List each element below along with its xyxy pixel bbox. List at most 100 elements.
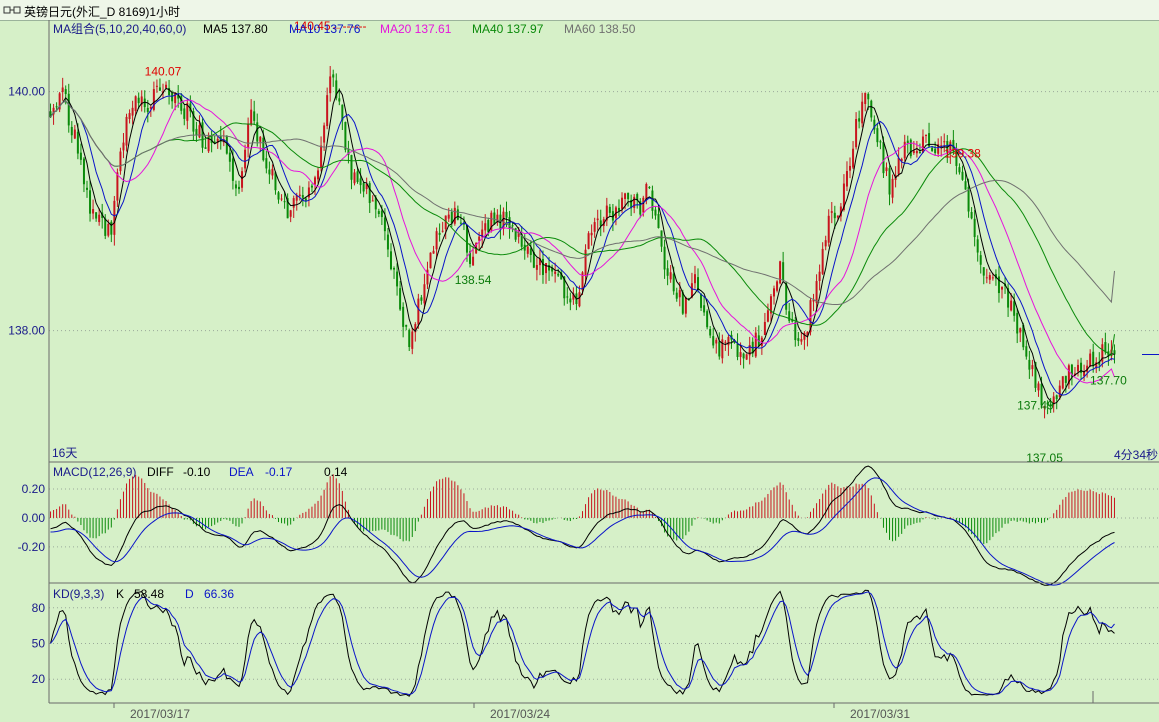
candle-body	[1067, 365, 1070, 385]
candle-body	[210, 136, 213, 143]
candle-body	[198, 125, 201, 138]
candle-body	[766, 310, 769, 322]
candle-body	[465, 225, 468, 253]
candle-body	[459, 222, 462, 224]
candle-body	[195, 128, 198, 135]
candle-body	[73, 129, 76, 139]
candle-body	[803, 332, 806, 340]
candle-body	[709, 329, 712, 336]
macd-legend-title: MACD(12,26,9)	[53, 465, 136, 479]
candle-body	[462, 223, 465, 225]
candle-body	[663, 246, 666, 270]
date-label-2: 2017/03/31	[850, 707, 910, 721]
candle-body	[380, 210, 383, 218]
candle-body	[247, 123, 250, 148]
candle-body	[687, 298, 690, 300]
candle-body	[979, 255, 982, 265]
candle-body	[128, 113, 131, 119]
candle-body	[1016, 312, 1019, 334]
candle-body	[277, 192, 280, 200]
price-tick-label-0: 140.00	[8, 85, 45, 99]
candle-body	[934, 148, 937, 154]
candle-body	[469, 251, 472, 264]
main-price-panel[interactable]: 140.00 138.00 140.45←------ 138.54 137.70 139…	[8, 19, 1159, 465]
candle-body	[505, 211, 508, 218]
candle-body	[800, 339, 803, 342]
candle-body	[806, 331, 809, 337]
candle-body	[347, 148, 350, 156]
candle-body	[970, 211, 973, 219]
candle-body	[657, 213, 660, 229]
candle-body	[818, 271, 821, 281]
candle-body	[943, 141, 946, 143]
candle-body	[67, 93, 70, 126]
candle-body	[204, 147, 207, 149]
macd-diff-value: -0.10	[183, 465, 211, 479]
candle-body	[481, 229, 484, 238]
candle-body	[64, 89, 67, 95]
candle-body	[79, 152, 82, 160]
candle-body	[669, 272, 672, 280]
price-tick-label-1: 138.00	[8, 324, 45, 338]
candle-body	[1101, 344, 1104, 362]
candle-body	[122, 142, 125, 151]
candle-body	[997, 276, 1000, 294]
candle-body	[268, 169, 271, 175]
candle-body	[326, 95, 329, 127]
diff-line	[50, 465, 1115, 586]
candle-body	[484, 223, 487, 231]
macd-panel[interactable]: 0.20 0.00 -0.20 MACD(12,26,9) DIFF -0.10 DEA -0…	[18, 465, 1159, 586]
candle-body	[690, 283, 693, 298]
candle-body	[754, 332, 757, 357]
kd-panel[interactable]: 80 50 20 KD(9,3,3) K 58.48 D 66.36	[32, 587, 1159, 697]
candle-body	[292, 198, 295, 208]
candle-body	[870, 100, 873, 118]
candle-body	[526, 246, 529, 254]
candle-body	[587, 233, 590, 249]
candle-body	[116, 172, 119, 201]
candle-body	[1104, 342, 1107, 353]
candle-body	[1089, 353, 1092, 367]
candle-body	[298, 194, 301, 197]
candle-body	[432, 250, 435, 254]
candle-body	[724, 341, 727, 343]
candle-body	[155, 85, 158, 87]
candle-body	[1007, 288, 1010, 308]
candle-body	[928, 133, 931, 147]
candle-body	[849, 165, 852, 171]
extreme-label-3: 139.38	[944, 147, 981, 161]
candle-body	[414, 324, 417, 333]
candle-body	[386, 234, 389, 250]
date-label-1: 2017/03/24	[490, 707, 550, 721]
candle-body	[921, 136, 924, 153]
candle-body	[259, 136, 262, 142]
candle-body	[937, 144, 940, 154]
extreme-label-0: 140.45←------	[294, 19, 367, 33]
ma-legend-3: MA40 137.97	[472, 22, 544, 36]
candle-body	[234, 184, 237, 189]
candle-body	[681, 292, 684, 314]
candle-body	[1083, 371, 1086, 377]
candle-body	[712, 336, 715, 346]
candle-body	[143, 98, 146, 108]
candle-body	[420, 297, 423, 301]
candle-body	[453, 207, 456, 224]
candle-body	[1028, 359, 1031, 370]
candle-body	[85, 187, 88, 190]
date-label-0: 2017/03/17	[130, 707, 190, 721]
candle-body	[529, 248, 532, 255]
kd-tick-label-2: 20	[32, 672, 46, 686]
extreme-label-2: 137.70	[1090, 373, 1127, 387]
candle-body	[405, 324, 408, 327]
candle-body	[769, 296, 772, 314]
candle-body	[1052, 396, 1055, 405]
candle-body	[776, 281, 779, 291]
candle-body	[548, 265, 551, 271]
candle-body	[137, 97, 140, 104]
period-label: 16天	[52, 446, 77, 460]
candle-body	[82, 158, 85, 185]
candle-body	[861, 101, 864, 124]
candle-body	[684, 297, 687, 314]
candle-body	[876, 128, 879, 143]
